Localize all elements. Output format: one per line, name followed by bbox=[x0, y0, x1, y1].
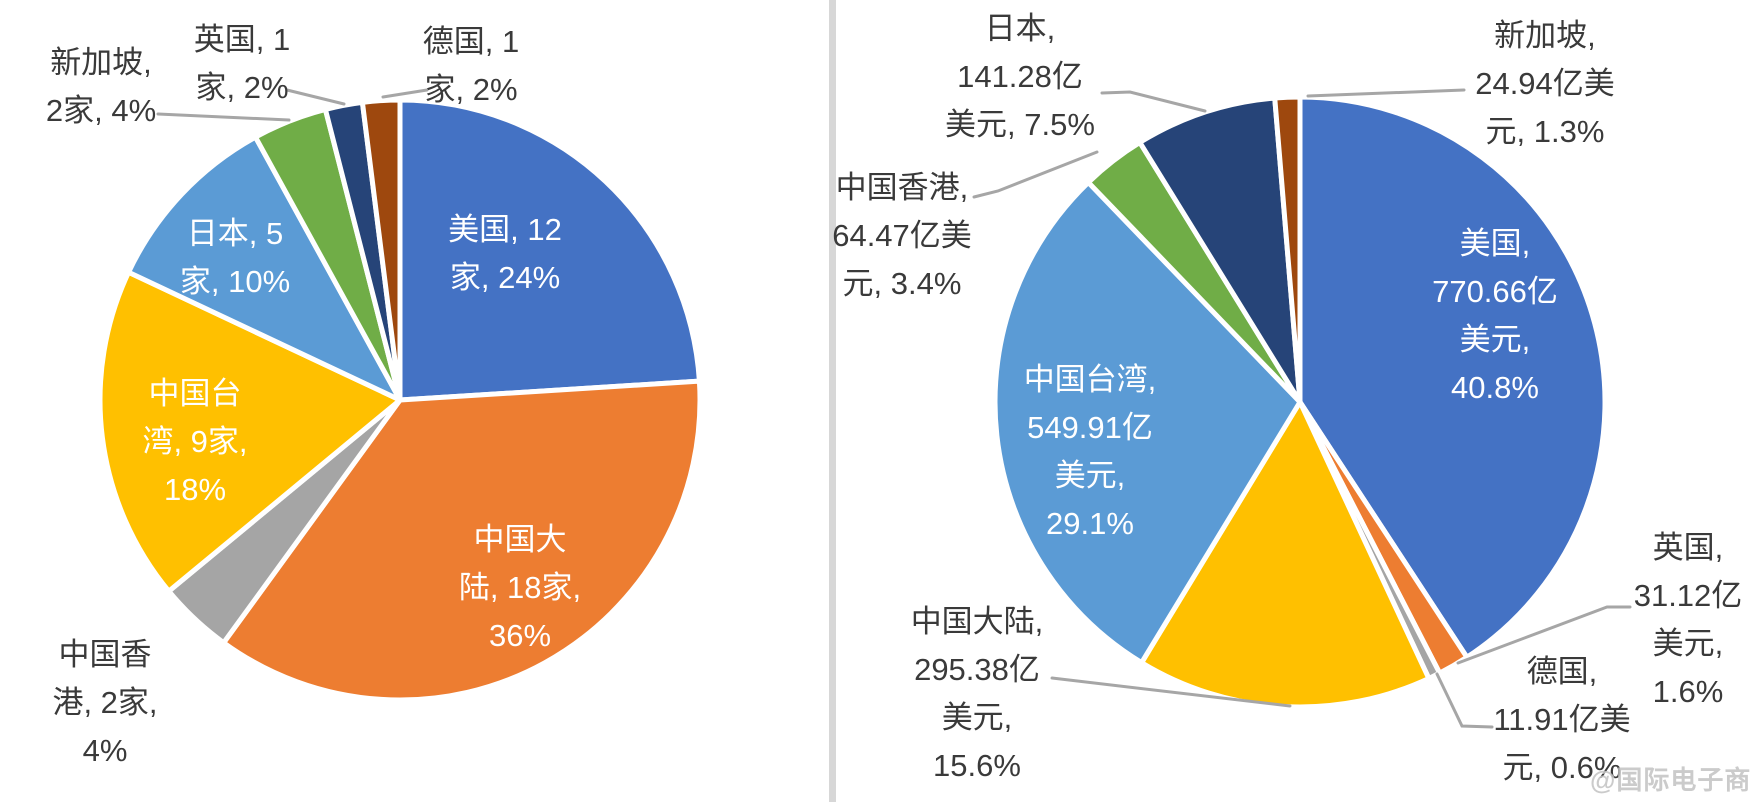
pie-label-line: 家, 2% bbox=[424, 72, 518, 107]
pie-label-line: 新加坡, bbox=[1494, 18, 1596, 53]
pie-label-line: 中国香港, bbox=[835, 170, 969, 205]
pie-label-line: 31.12亿 bbox=[1633, 578, 1743, 613]
pie-label-line: 德国, 1 bbox=[422, 24, 520, 59]
leader-line-新加坡 bbox=[1306, 88, 1466, 98]
pie-label-line: 美元, bbox=[1459, 322, 1531, 357]
pie-label-日本: 日本, 5 家, 10% bbox=[180, 210, 290, 306]
pie-label-line: 湾, 9家, bbox=[142, 424, 248, 459]
pie-label-日本: 日本, 141.28亿 美元, 7.5% bbox=[945, 5, 1095, 149]
pie-slice-中国台湾 bbox=[97, 269, 403, 594]
pie-label-line: 日本, bbox=[984, 11, 1056, 46]
pie-label-line: 美元, 7.5% bbox=[945, 107, 1095, 142]
pie-label-line: 中国台湾, bbox=[1023, 362, 1157, 397]
pie-label-中国台湾: 中国台湾, 9家, 18% bbox=[142, 370, 247, 514]
pie-label-德国: 德国, 11.91亿美 元, 0.6% bbox=[1493, 648, 1630, 792]
pie-label-line: 美国, 12 bbox=[448, 212, 562, 247]
leader-line-中国大陆 bbox=[1050, 676, 1292, 708]
pie-label-line: 美元, bbox=[941, 700, 1013, 735]
pie-label-line: 家, 2% bbox=[195, 70, 289, 105]
pie-label-line: 美国, bbox=[1459, 226, 1531, 261]
pie-label-line: 港, 2家, bbox=[52, 685, 158, 720]
leader-line-日本 bbox=[1100, 90, 1207, 113]
pie-label-line: 141.28亿 bbox=[957, 59, 1083, 94]
pie-label-line: 家, 24% bbox=[449, 260, 561, 295]
pie-label-line: 2家, 4% bbox=[45, 93, 157, 128]
pie-label-line: 18% bbox=[163, 472, 227, 507]
pie-label-中国香港: 中国香港, 64.47亿美 元, 3.4% bbox=[832, 164, 972, 308]
pie-label-德国: 德国, 1 家, 2% bbox=[423, 18, 519, 114]
leader-line-英国 bbox=[285, 88, 346, 106]
leader-line-德国 bbox=[381, 88, 429, 99]
pie-label-line: 德国, bbox=[1526, 654, 1598, 689]
pie-label-line: 24.94亿美 bbox=[1475, 66, 1615, 101]
pie-label-line: 中国大 bbox=[473, 522, 567, 557]
pie-label-line: 15.6% bbox=[933, 748, 1021, 783]
pie-label-line: 中国台 bbox=[148, 376, 242, 411]
pie-slice-美国 bbox=[397, 97, 702, 403]
pie-label-中国大陆: 中国大陆, 18家, 36% bbox=[459, 516, 581, 660]
pie-label-line: 中国大陆, bbox=[910, 604, 1044, 639]
pie-label-line: 美元, bbox=[1054, 458, 1126, 493]
pie-label-line: 770.66亿 bbox=[1432, 274, 1558, 309]
pie-slice-中国台湾 bbox=[992, 179, 1303, 666]
charts-divider bbox=[829, 0, 836, 802]
pie-label-line: 元, 1.3% bbox=[1485, 114, 1605, 149]
pie-label-line: 元, 3.4% bbox=[842, 266, 962, 301]
pie-label-line: 陆, 18家, bbox=[458, 570, 582, 605]
pie-label-美国: 美国, 770.66亿 美元, 40.8% bbox=[1432, 220, 1558, 412]
pie-label-line: 中国香 bbox=[58, 637, 152, 672]
pie-label-英国: 英国, 31.12亿 美元, 1.6% bbox=[1634, 524, 1743, 716]
pie-label-line: 家, 10% bbox=[179, 264, 291, 299]
pie-slice-中国大陆 bbox=[221, 378, 703, 703]
pie-label-新加坡: 新加坡, 24.94亿美 元, 1.3% bbox=[1475, 12, 1615, 156]
pie-label-line: 11.91亿美 bbox=[1493, 702, 1631, 737]
leader-line-新加坡 bbox=[156, 112, 291, 122]
pie-label-line: 日本, 5 bbox=[186, 216, 284, 251]
pie-label-line: 英国, bbox=[1652, 530, 1724, 565]
pie-label-中国香港: 中国香港, 2家, 4% bbox=[52, 631, 157, 775]
pie-label-line: 4% bbox=[82, 733, 128, 768]
watermark-text: @国际电子商情 bbox=[1590, 765, 1752, 795]
pie-label-line: 1.6% bbox=[1652, 674, 1724, 709]
pie-label-line: 36% bbox=[488, 618, 552, 653]
pie-label-line: 新加坡, bbox=[50, 45, 152, 80]
pie-label-line: 549.91亿 bbox=[1027, 410, 1153, 445]
pie-slice-日本 bbox=[126, 134, 403, 403]
pie-label-美国: 美国, 12 家, 24% bbox=[448, 206, 562, 302]
pie-label-line: 64.47亿美 bbox=[832, 218, 972, 253]
pie-label-中国大陆: 中国大陆, 295.38亿 美元, 15.6% bbox=[911, 598, 1044, 790]
pie-label-line: 29.1% bbox=[1046, 506, 1134, 541]
pie-label-中国台湾: 中国台湾, 549.91亿 美元, 29.1% bbox=[1024, 356, 1157, 548]
pie-slice-德国 bbox=[359, 97, 403, 403]
pie-label-英国: 英国, 1 家, 2% bbox=[194, 16, 290, 112]
pie-label-line: 英国, 1 bbox=[193, 22, 291, 57]
leader-line-中国香港 bbox=[972, 150, 1099, 199]
pie-label-line: 元, 0.6% bbox=[1502, 750, 1622, 785]
pie-slice-新加坡 bbox=[1272, 94, 1303, 405]
pie-label-line: 美元, bbox=[1652, 626, 1724, 661]
leader-line-英国 bbox=[1456, 605, 1632, 665]
pie-label-新加坡: 新加坡, 2家, 4% bbox=[46, 39, 156, 135]
pie-label-line: 40.8% bbox=[1451, 370, 1539, 405]
leader-line-德国 bbox=[1435, 672, 1494, 729]
pie-label-line: 295.38亿 bbox=[914, 652, 1040, 687]
